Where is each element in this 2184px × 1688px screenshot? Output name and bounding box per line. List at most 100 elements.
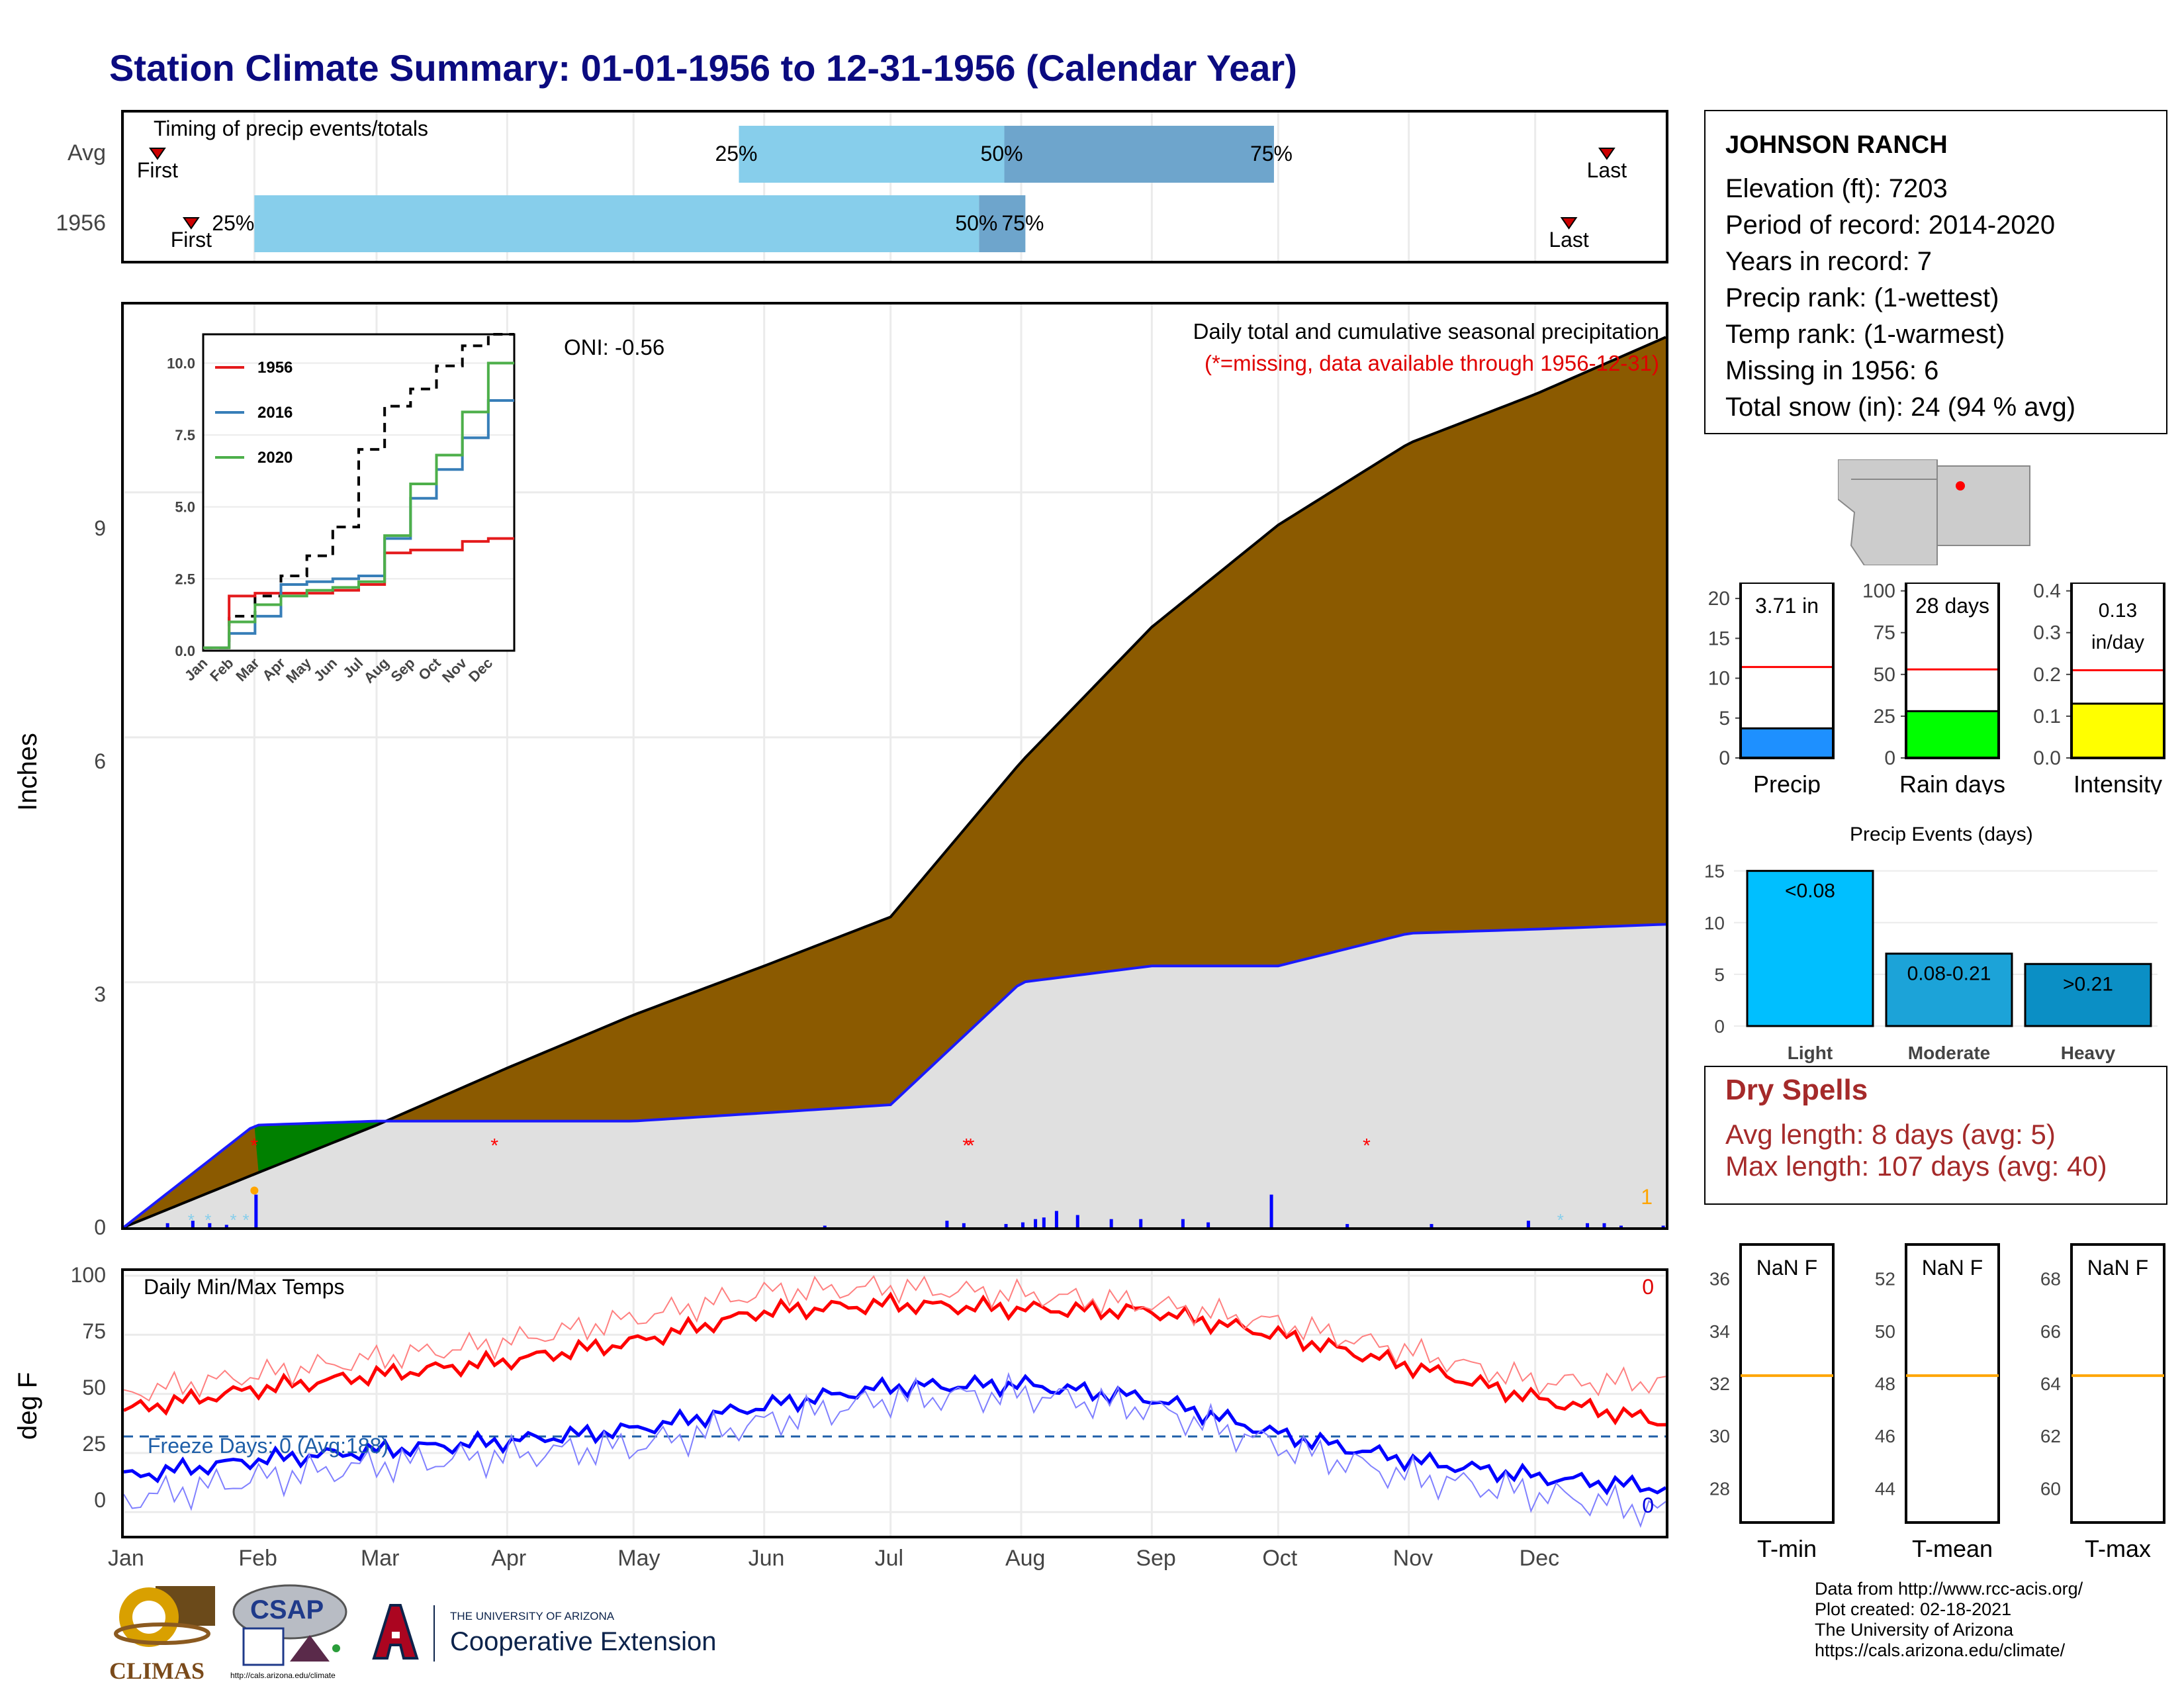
footer-url: https://cals.arizona.edu/climate/ (1815, 1640, 2066, 1660)
summary-frame (2070, 583, 2165, 759)
temp-ytick: 50 (82, 1376, 106, 1399)
temp-summary-ytick: 34 (1709, 1321, 1730, 1342)
summary-value-label: 3.71 in (1755, 594, 1819, 618)
station-name: JOHNSON RANCH (1725, 131, 1948, 159)
summary-ytick: 50 (1874, 664, 1895, 686)
snow-marker: * (188, 1210, 195, 1227)
inset-ytick: 10.0 (167, 355, 195, 371)
month-tick-label: Mar (360, 1546, 400, 1571)
daily-precip-bar (1004, 1224, 1008, 1227)
timing-last-label: Last (1549, 228, 1589, 252)
climas-logo: CLIMAS (109, 1581, 218, 1684)
daily-precip-bar (1034, 1219, 1038, 1227)
temp-summary-ytick: 68 (2040, 1269, 2061, 1289)
station-precip-rank: Precip rank: (1-wettest) (1725, 283, 1999, 312)
precip-header: Daily total and cumulative seasonal prec… (1193, 319, 1659, 344)
temp-summary-ytick: 52 (1875, 1269, 1895, 1289)
events-bar (1746, 870, 1874, 1027)
climas-emblem-icon (114, 1586, 215, 1647)
timing-bar-50-75 (1004, 126, 1274, 183)
temp-ytick: 25 (82, 1432, 106, 1456)
station-temp-rank: Temp rank: (1-warmest) (1725, 320, 2005, 349)
events-bar-value: >0.21 (2063, 973, 2113, 995)
max-count: 0 (1642, 1275, 1654, 1299)
dry-spells-panel: Dry Spells Avg length: 8 days (avg: 5) M… (1704, 1066, 2167, 1205)
min-count: 0 (1642, 1493, 1654, 1517)
daily-precip-bar (962, 1223, 966, 1227)
ua-line2: Cooperative Extension (450, 1627, 717, 1656)
summary-frame (1739, 583, 1835, 759)
inset-xtick: Oct (415, 654, 444, 683)
above-avg-area (254, 1088, 461, 1173)
daily-precip-bar (1602, 1223, 1606, 1227)
summary-bar (2070, 702, 2165, 759)
station-period: Period of record: 2014-2020 (1725, 211, 2056, 240)
summary-ytick: 0 (1719, 747, 1730, 769)
daily-precip-bar (1345, 1224, 1349, 1227)
inset-ytick: 0.0 (175, 643, 195, 659)
events-bar-value: 0.08-0.21 (1907, 963, 1991, 985)
summary-ytick: 0 (1884, 747, 1895, 769)
inset-xtick: May (283, 654, 314, 686)
events-title: Precip Events (days) (1850, 823, 2033, 845)
temp-series-line (124, 1291, 1666, 1427)
temp-summary-value: NaN F (1922, 1256, 1983, 1280)
snow-count: 1 (1641, 1185, 1653, 1209)
summary-ytick: 0.2 (2033, 664, 2061, 686)
csap-logo-text: CSAP (250, 1595, 324, 1624)
month-tick-label: Jan (108, 1546, 144, 1571)
csap-url: http://cals.arizona.edu/climate (230, 1671, 336, 1680)
missing-marker: * (1363, 1135, 1371, 1157)
summary-ytick: 25 (1874, 706, 1895, 727)
precip-header-missing: (*=missing, data available through 1956-… (1204, 351, 1659, 375)
climas-logo-text: CLIMAS (109, 1658, 205, 1684)
timing-first-label: First (171, 228, 212, 252)
month-tick-label: Jun (748, 1546, 785, 1571)
precip-panel: * * * * * 0.0 2.5 5.0 7.5 10.0 Jan Feb Mar Apr May Jun J… (121, 302, 1668, 1230)
events-ytick: 0 (1714, 1016, 1725, 1037)
daily-precip-bar (1619, 1225, 1623, 1227)
temp-summary-ytick: 28 (1709, 1478, 1730, 1499)
temp-summary-label: T-max (2085, 1535, 2151, 1562)
location-map (1838, 459, 2036, 565)
snow-marker: * (1557, 1210, 1564, 1227)
temp-summary-ytick: 48 (1875, 1374, 1895, 1394)
events-bar-label: Moderate (1908, 1043, 1990, 1063)
snow-marker: * (205, 1210, 211, 1227)
inset-frame (202, 333, 516, 652)
snow-marker: * (243, 1210, 250, 1227)
summary-ytick: 20 (1708, 588, 1730, 610)
month-tick-label: May (617, 1546, 660, 1571)
station-years: Years in record: 7 (1725, 247, 1933, 276)
temp-chart (124, 1271, 1666, 1536)
timing-p50-label: 50% (955, 211, 997, 235)
timing-first-marker (182, 217, 200, 230)
snow-depth-marker (250, 1186, 259, 1195)
temp-summary-ytick: 32 (1709, 1374, 1730, 1394)
summary-ytick: 0.1 (2033, 706, 2061, 727)
summary-bar-label: Rain days (1899, 771, 2005, 794)
month-tick-label: Oct (1262, 1546, 1298, 1571)
timing-first-label: First (137, 158, 178, 182)
events-ytick: 15 (1704, 861, 1725, 882)
inset-series-line (203, 361, 514, 649)
year-cumulative-line (124, 923, 1666, 1227)
summary-value-label: in/day (2091, 632, 2144, 653)
temp-summary-ytick: 64 (2040, 1374, 2061, 1394)
summary-bars: 0 5 10 15 20 3.71 in Precip 0 25 50 75 100 28 days Ra… (1708, 583, 2165, 794)
inset-ytick: 5.0 (175, 499, 195, 516)
timing-p25-label: 25% (715, 142, 757, 165)
temp-summary-ytick: 46 (1875, 1426, 1895, 1446)
daily-precip-bar (1181, 1219, 1185, 1227)
oni-label: ONI: -0.56 (564, 335, 665, 359)
ua-divider (433, 1605, 435, 1662)
precip-ytick: 0 (94, 1215, 106, 1239)
temp-ytick: 100 (70, 1263, 106, 1287)
inset-xtick: Jun (310, 655, 340, 684)
temp-summary-ytick: 66 (2040, 1321, 2061, 1342)
daily-precip-bar (1075, 1215, 1079, 1227)
inset-xtick: Feb (206, 655, 236, 684)
ua-logo (361, 1602, 427, 1665)
avg-cumulative-area (124, 337, 1666, 1227)
